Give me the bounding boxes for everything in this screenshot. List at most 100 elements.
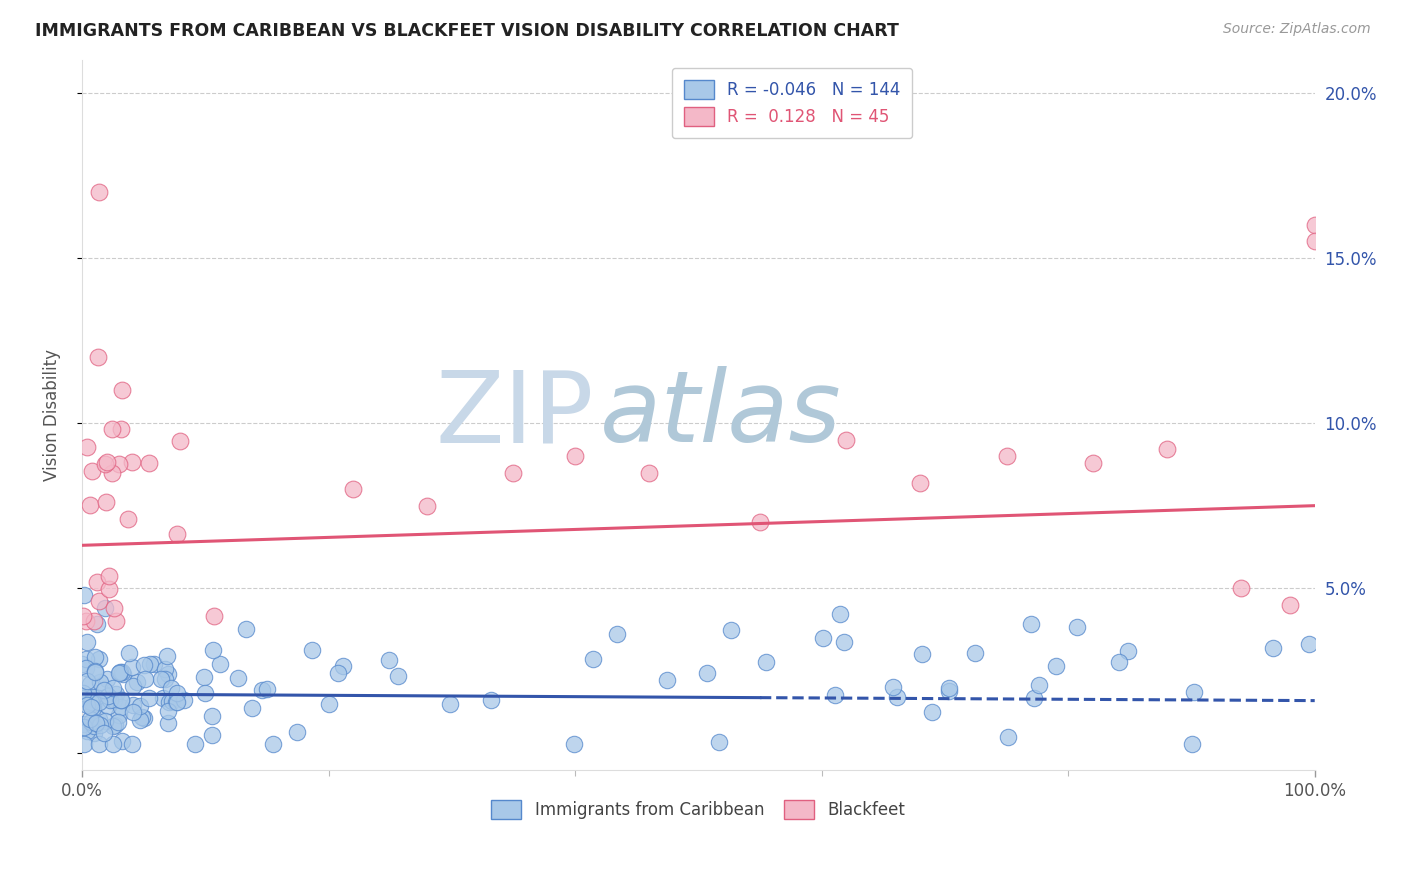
Point	[72, 686, 94, 700]
Point	[416, 499, 439, 513]
Point	[159, 681, 181, 695]
Point	[87, 712, 110, 726]
Point	[910, 475, 932, 490]
Point	[155, 673, 177, 687]
Point	[134, 657, 156, 672]
Point	[79, 695, 101, 709]
Point	[100, 467, 122, 481]
Point	[1298, 637, 1320, 651]
Point	[657, 673, 679, 688]
Text: Source: ZipAtlas.com: Source: ZipAtlas.com	[1223, 22, 1371, 37]
Point	[811, 631, 834, 645]
Point	[72, 657, 94, 671]
Point	[72, 690, 94, 705]
Point	[1279, 598, 1302, 612]
Text: ZIP: ZIP	[436, 367, 593, 463]
Point	[84, 716, 107, 731]
Point	[835, 433, 858, 447]
Point	[166, 527, 188, 541]
Point	[582, 651, 605, 665]
Point	[143, 657, 166, 671]
Point	[104, 615, 127, 629]
Point	[882, 680, 904, 694]
Point	[131, 710, 153, 724]
Point	[121, 698, 143, 712]
Point	[86, 690, 108, 705]
Point	[439, 697, 461, 711]
Point	[72, 609, 94, 624]
Point	[202, 643, 225, 657]
Point	[101, 681, 124, 696]
Point	[166, 686, 188, 700]
Point	[202, 609, 225, 624]
Point	[173, 693, 195, 707]
Point	[94, 457, 117, 471]
Point	[153, 662, 176, 676]
Point	[201, 708, 224, 723]
Point	[107, 707, 129, 722]
Point	[194, 686, 217, 700]
Point	[121, 737, 143, 751]
Point	[73, 720, 96, 734]
Point	[94, 714, 117, 729]
Point	[112, 667, 135, 681]
Point	[152, 690, 174, 705]
Point	[332, 658, 354, 673]
Point	[830, 607, 852, 622]
Point	[76, 691, 98, 706]
Point	[132, 711, 155, 725]
Point	[107, 665, 129, 680]
Point	[107, 715, 129, 730]
Point	[110, 693, 132, 707]
Point	[89, 652, 111, 666]
Text: IMMIGRANTS FROM CARIBBEAN VS BLACKFEET VISION DISABILITY CORRELATION CHART: IMMIGRANTS FROM CARIBBEAN VS BLACKFEET V…	[35, 22, 898, 40]
Point	[83, 696, 105, 710]
Point	[86, 616, 108, 631]
Point	[84, 665, 107, 679]
Point	[79, 712, 101, 726]
Point	[240, 701, 263, 715]
Point	[96, 495, 118, 509]
Point	[110, 692, 132, 706]
Point	[262, 737, 284, 751]
Point	[103, 737, 125, 751]
Point	[83, 615, 105, 629]
Point	[250, 683, 273, 698]
Point	[96, 455, 118, 469]
Point	[157, 715, 180, 730]
Point	[87, 185, 110, 199]
Point	[160, 694, 183, 708]
Point	[911, 647, 934, 661]
Point	[134, 672, 156, 686]
Point	[479, 693, 502, 707]
Point	[87, 350, 110, 364]
Point	[963, 647, 986, 661]
Point	[1180, 737, 1202, 751]
Point	[166, 695, 188, 709]
Point	[832, 634, 855, 648]
Point	[1028, 678, 1050, 692]
Point	[938, 681, 960, 696]
Point	[318, 698, 340, 712]
Point	[1229, 581, 1251, 595]
Point	[995, 449, 1018, 463]
Point	[156, 648, 179, 663]
Point	[138, 657, 160, 672]
Point	[75, 661, 97, 675]
Point	[110, 422, 132, 436]
Point	[301, 643, 323, 657]
Point	[1045, 659, 1067, 673]
Point	[696, 665, 718, 680]
Point	[150, 672, 173, 686]
Point	[128, 698, 150, 713]
Point	[101, 719, 124, 733]
Point	[82, 464, 104, 478]
Point	[76, 724, 98, 739]
Point	[1303, 218, 1326, 232]
Point	[110, 665, 132, 679]
Point	[80, 699, 103, 714]
Point	[1303, 235, 1326, 249]
Point	[285, 725, 308, 739]
Point	[1019, 616, 1042, 631]
Point	[84, 650, 107, 665]
